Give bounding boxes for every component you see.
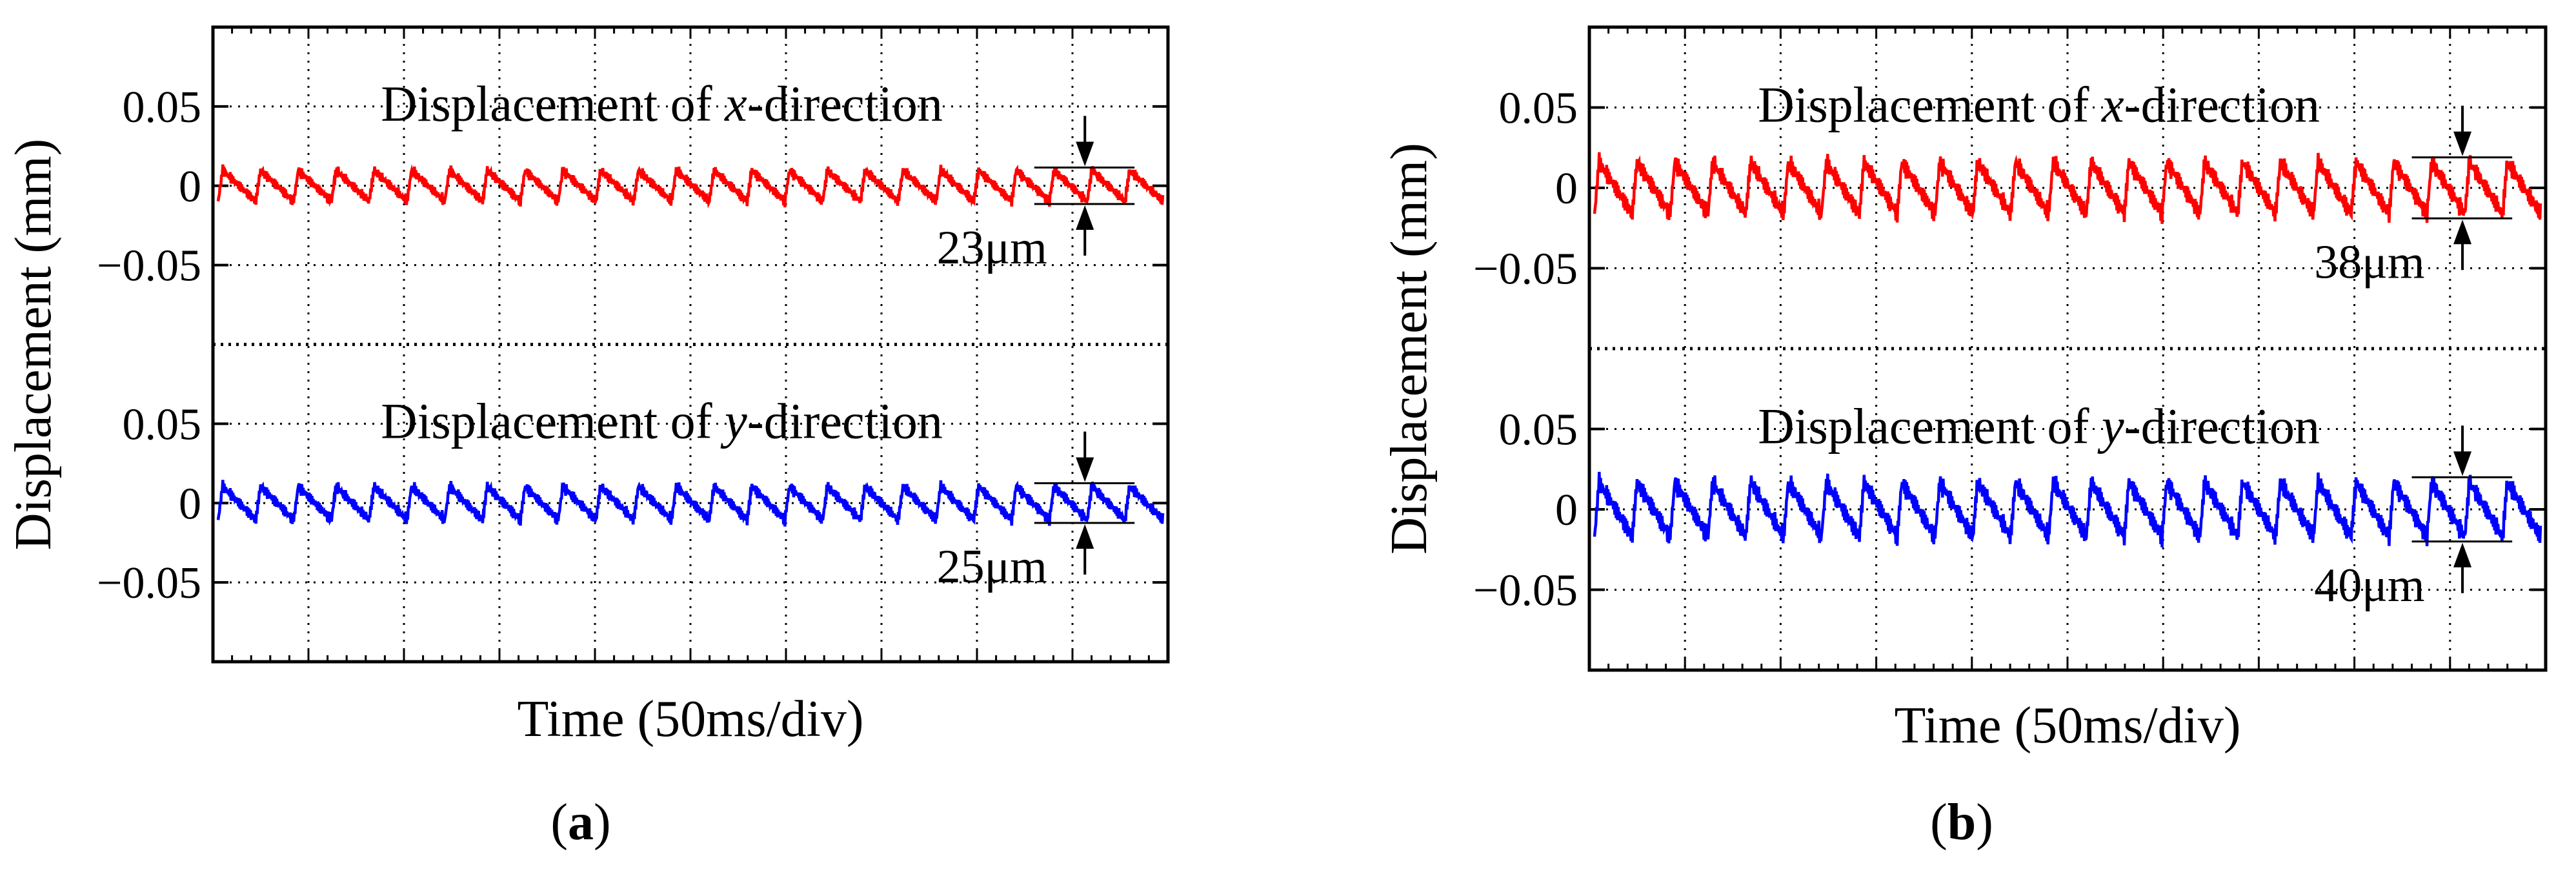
peak-to-peak-annotation: 40μm <box>2314 425 2513 612</box>
y-tick-label: 0.05 <box>123 83 202 132</box>
y-axis-label: Displacement (mm) <box>1381 143 1438 555</box>
trace-y-direction <box>216 480 1165 527</box>
annotation-label: 25μm <box>937 540 1047 593</box>
panel-label: (a) <box>550 794 610 851</box>
subplot-y-direction: 0.05 0 −0.05 Displacement of y-direction 25μ… <box>97 393 1168 608</box>
frame-ticks <box>231 27 1150 662</box>
y-tick-label: 0.05 <box>1499 84 1578 134</box>
subplot-title: Displacement of x-direction <box>1758 77 2320 133</box>
subplot-title: Displacement of y-direction <box>381 393 943 449</box>
y-tick-label: −0.05 <box>97 558 201 608</box>
y-tick-label: 0.05 <box>1499 405 1578 455</box>
y-tick-label: 0 <box>179 162 201 212</box>
y-tick-label: −0.05 <box>97 241 201 291</box>
arrow-up-icon <box>2453 220 2472 245</box>
subplot-x-direction: 0.05 0 −0.05 Displacement of x-direction 38μ… <box>1473 77 2546 294</box>
grid <box>307 27 1074 662</box>
panel-label: (b) <box>1930 794 1993 851</box>
x-axis-label: Time (50ms/div) <box>517 691 863 748</box>
y-axis-label: Displacement (mm) <box>5 139 62 551</box>
arrow-down-icon <box>2453 451 2472 476</box>
subplot-title: Displacement of x-direction <box>381 76 943 132</box>
peak-to-peak-annotation: 23μm <box>937 116 1135 274</box>
trace-x-direction <box>216 164 1165 209</box>
arrow-down-icon <box>2453 131 2472 156</box>
arrow-up-icon <box>1076 524 1094 549</box>
annotation-label: 23μm <box>937 221 1047 274</box>
arrow-up-icon <box>1076 205 1094 230</box>
arrow-down-icon <box>1076 141 1094 167</box>
arrow-up-icon <box>2453 542 2472 567</box>
peak-to-peak-annotation: 38μm <box>2314 105 2513 289</box>
y-tick-label: 0 <box>179 479 201 529</box>
subplot-x-direction: 0.05 0 −0.05 Displacement of x-direction 23μ… <box>97 76 1168 291</box>
panel-a: 0.05 0 −0.05 Displacement of x-direction 23μ… <box>5 25 1170 851</box>
y-tick-label: 0.05 <box>123 400 202 449</box>
y-tick-label: −0.05 <box>1473 566 1578 616</box>
y-tick-label: 0 <box>1555 164 1578 214</box>
y-tick-label: −0.05 <box>1473 245 1578 294</box>
x-axis-label: Time (50ms/div) <box>1894 697 2240 754</box>
trace-x-direction <box>1593 152 2542 224</box>
y-tick-label: 0 <box>1555 485 1578 535</box>
annotation-label: 38μm <box>2314 236 2424 289</box>
panel-b: 0.05 0 −0.05 Displacement of x-direction 38μ… <box>1381 25 2548 851</box>
annotation-label: 40μm <box>2314 559 2424 612</box>
subplot-y-direction: 0.05 0 −0.05 Displacement of y-direction 40μ… <box>1473 398 2546 616</box>
peak-to-peak-annotation: 25μm <box>937 431 1135 593</box>
subplot-title: Displacement of y-direction <box>1758 398 2320 454</box>
frame-ticks <box>1607 27 2528 670</box>
trace-y-direction <box>1593 471 2542 547</box>
arrow-down-icon <box>1076 457 1094 482</box>
